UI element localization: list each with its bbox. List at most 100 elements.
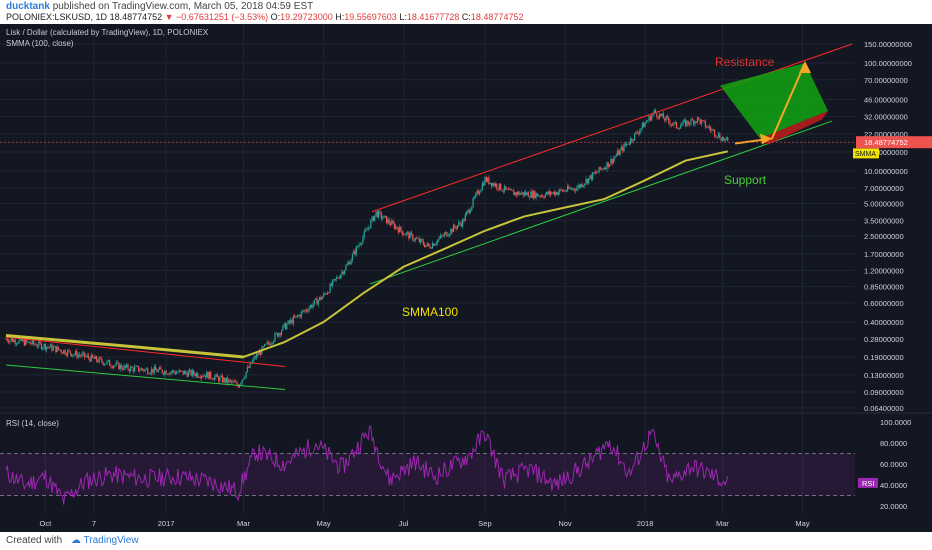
candle-body [431, 243, 434, 249]
candle-body [229, 379, 231, 381]
candle-body [307, 310, 309, 312]
candle-body [584, 183, 586, 186]
candle-body [612, 158, 615, 164]
chart-area[interactable]: 150.00000000 100.00000000 70.00000000 46.00… [0, 24, 932, 532]
candle-body [670, 124, 672, 126]
candle-body [591, 172, 594, 180]
candle-body [322, 293, 325, 297]
publication-line: ducktank published on TradingView.com, M… [6, 1, 313, 12]
candle-body [144, 369, 146, 371]
candle-body [81, 353, 83, 357]
candle-body [347, 262, 350, 264]
candle-body [643, 122, 645, 128]
candle-body [441, 235, 443, 237]
time-tick-label: May [316, 519, 330, 528]
candle-body [598, 166, 600, 172]
price-tick-label: 150.00000000 [864, 40, 912, 49]
candle-body [717, 133, 720, 138]
candle-body [158, 367, 161, 370]
candle-body [528, 196, 531, 198]
candle-body [450, 229, 452, 235]
rsi-legend: RSI (14, close) [6, 419, 59, 428]
candle-body [661, 113, 663, 116]
candle-body [114, 365, 116, 366]
candle-body [359, 244, 361, 246]
candle-body [602, 168, 604, 170]
candle-body [711, 129, 713, 131]
candle-body [517, 191, 519, 195]
candle-body [467, 209, 469, 212]
price-axis[interactable]: 150.00000000 100.00000000 70.00000000 46.00… [0, 40, 932, 413]
candle-body [530, 191, 532, 198]
candle-body [181, 370, 183, 372]
candle-body [92, 354, 94, 358]
candle-body [585, 179, 587, 184]
rsi-axis[interactable]: 100.0000 80.0000 60.0000 40.0000 20.0000 RSI [858, 418, 911, 511]
candle-body [151, 368, 153, 374]
candle-body [145, 368, 148, 370]
candle-body [286, 324, 288, 330]
candle-body [399, 226, 401, 233]
author-link[interactable]: ducktank [6, 1, 50, 12]
candle-body [160, 367, 162, 370]
candle-body [565, 190, 567, 192]
candle-body [68, 350, 70, 352]
candle-body [437, 239, 439, 244]
candle-body [704, 121, 707, 128]
uptrend-support-line [369, 120, 833, 285]
candle-body [156, 369, 158, 372]
candle-body [594, 172, 596, 174]
candle-body [628, 143, 630, 145]
price-chart[interactable]: 150.00000000 100.00000000 70.00000000 46.00… [0, 24, 932, 532]
candle-body [42, 347, 44, 349]
candle-body [388, 219, 390, 224]
candle-body [607, 162, 609, 167]
candle-body [25, 339, 27, 346]
candle-body [715, 135, 717, 137]
candle-body [438, 238, 440, 240]
candle-body [149, 373, 151, 374]
candle-body [501, 190, 503, 192]
candle-body [630, 138, 632, 144]
candle-body [677, 127, 679, 129]
candle-body [206, 371, 208, 378]
candle-body [227, 377, 229, 383]
candle-body [464, 214, 466, 222]
candle-body [256, 353, 258, 359]
price-tick-label: 3.50000000 [864, 216, 904, 225]
candle-body [518, 191, 520, 195]
candle-body [165, 370, 167, 375]
candle-body [162, 372, 165, 375]
time-axis[interactable]: Oct 7 2017 Mar May Jul Sep Nov 2018 Mar May [40, 519, 810, 528]
candle-body [652, 113, 654, 116]
candle-body [140, 368, 142, 371]
indicator-legend: SMMA (100, close) [6, 39, 74, 48]
candle-body [288, 320, 291, 323]
candle-body [492, 183, 494, 187]
candle-body [334, 278, 336, 280]
tradingview-logo[interactable]: ☁ TradingView [70, 535, 139, 546]
candle-body [527, 192, 529, 197]
candle-body [468, 209, 470, 213]
candle-body [350, 260, 352, 265]
candle-body [590, 175, 592, 180]
candle-body [107, 360, 109, 362]
candle-body [552, 191, 554, 194]
candle-body [317, 300, 319, 305]
candle-body [232, 381, 234, 383]
candle-body [296, 315, 298, 317]
candle-body [459, 222, 461, 224]
rsi-tick-label: 40.0000 [880, 481, 907, 490]
projection-arrow-head [799, 61, 811, 74]
candle-body [161, 369, 163, 373]
candle-body [422, 240, 424, 245]
candle-body [69, 350, 71, 354]
candle-body [690, 119, 692, 125]
price-tick-label: 0.19000000 [864, 353, 904, 362]
candle-body [182, 370, 184, 375]
candle-body [47, 346, 49, 348]
candle-body [40, 343, 43, 349]
candle-body [724, 138, 726, 141]
candle-body [187, 371, 189, 377]
candle-body [172, 370, 174, 373]
